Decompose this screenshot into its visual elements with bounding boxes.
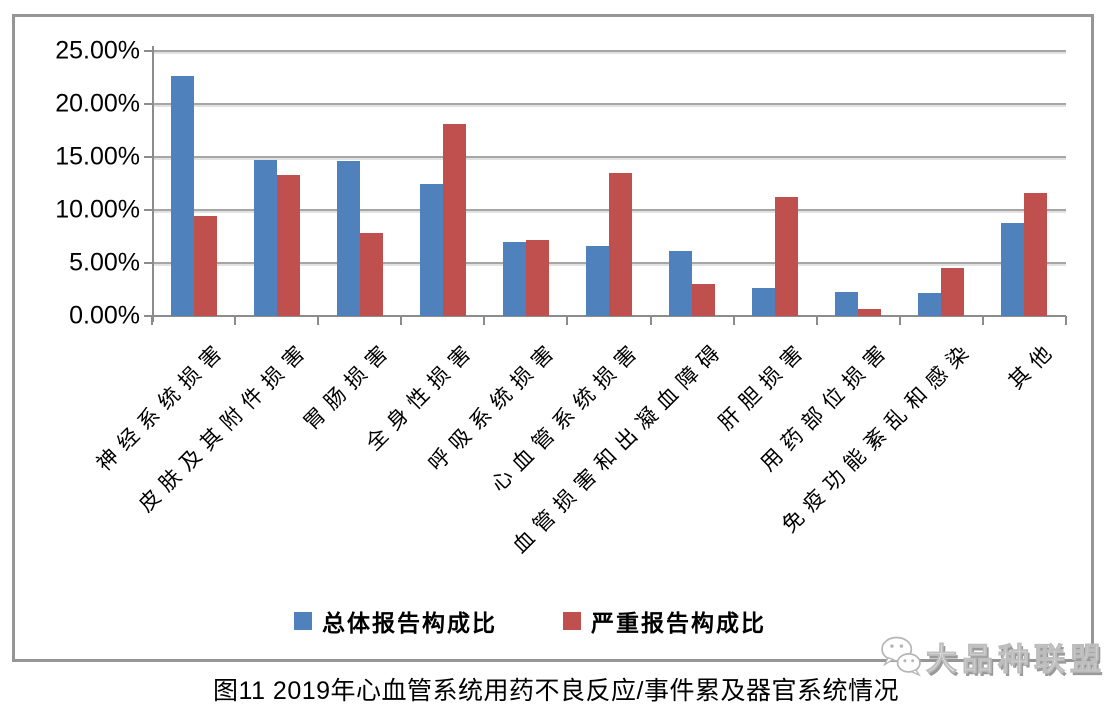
total-bar bbox=[170, 76, 194, 316]
y-axis-label: 15.00% bbox=[55, 142, 140, 171]
y-axis-tick bbox=[144, 50, 153, 52]
x-axis-tick bbox=[1065, 316, 1067, 325]
serious-bar bbox=[525, 239, 549, 316]
total-bar bbox=[253, 160, 277, 316]
x-axis-label: 其他 bbox=[1004, 336, 1063, 394]
total-bar bbox=[669, 251, 693, 316]
watermark-text: 大品种联盟 bbox=[926, 641, 1106, 677]
serious-bar bbox=[193, 216, 217, 316]
x-axis-tick bbox=[566, 316, 569, 325]
serious-bar bbox=[442, 124, 466, 316]
y-axis-label: 0.00% bbox=[69, 301, 140, 330]
gridline bbox=[152, 156, 1066, 158]
serious-bar bbox=[276, 175, 300, 316]
gridline bbox=[152, 103, 1066, 105]
total-bar bbox=[586, 246, 609, 316]
total-bar bbox=[835, 291, 859, 316]
total-bar bbox=[502, 241, 526, 316]
watermark: 大品种联盟 bbox=[876, 630, 1106, 682]
y-axis-tick bbox=[144, 262, 153, 264]
legend-item-serious: 严重报告构成比 bbox=[563, 604, 766, 638]
serious-bar bbox=[858, 308, 882, 316]
y-axis-tick bbox=[144, 315, 153, 317]
x-axis-tick bbox=[234, 316, 237, 325]
chart-legend: 总体报告构成比 严重报告构成比 bbox=[0, 604, 1060, 638]
y-axis-tick bbox=[144, 103, 153, 105]
legend-label-serious: 严重报告构成比 bbox=[591, 610, 766, 636]
serious-bar bbox=[775, 197, 799, 316]
y-axis-label: 25.00% bbox=[55, 36, 140, 65]
legend-item-total: 总体报告构成比 bbox=[294, 604, 497, 638]
total-bar bbox=[1001, 222, 1025, 316]
y-axis-label: 10.00% bbox=[55, 195, 140, 224]
x-axis-tick bbox=[317, 316, 320, 325]
total-bar bbox=[918, 292, 942, 316]
figure-caption: 图11 2019年心血管系统用药不良反应/事件累及器官系统情况 bbox=[213, 677, 899, 705]
x-axis-tick bbox=[981, 316, 984, 325]
y-axis-tick bbox=[144, 209, 153, 211]
total-bar bbox=[419, 183, 443, 316]
x-axis-tick bbox=[815, 316, 818, 325]
serious-bar bbox=[692, 284, 716, 316]
x-axis-tick bbox=[400, 316, 403, 325]
legend-swatch-serious bbox=[563, 612, 581, 630]
x-axis-tick bbox=[649, 316, 652, 325]
y-axis-label: 5.00% bbox=[69, 248, 140, 277]
y-axis-line bbox=[152, 46, 154, 322]
x-axis-tick bbox=[898, 316, 901, 325]
y-axis-label: 20.00% bbox=[55, 89, 140, 118]
gridline bbox=[152, 50, 1066, 52]
serious-bar bbox=[359, 233, 383, 316]
serious-bar bbox=[941, 268, 965, 316]
total-bar bbox=[336, 161, 360, 316]
legend-swatch-total bbox=[294, 612, 312, 630]
serious-bar bbox=[1024, 193, 1048, 316]
legend-label-total: 总体报告构成比 bbox=[322, 610, 497, 636]
x-axis-line bbox=[152, 315, 1066, 317]
x-axis-label: 心血管系统损害 bbox=[486, 336, 647, 497]
wechat-chat-bubbles-icon bbox=[881, 636, 921, 677]
serious-bar bbox=[609, 172, 632, 316]
x-axis-tick bbox=[732, 316, 735, 325]
x-axis-tick bbox=[483, 316, 486, 325]
total-bar bbox=[752, 288, 776, 316]
y-axis-tick bbox=[144, 156, 153, 158]
x-axis-tick bbox=[151, 316, 153, 325]
